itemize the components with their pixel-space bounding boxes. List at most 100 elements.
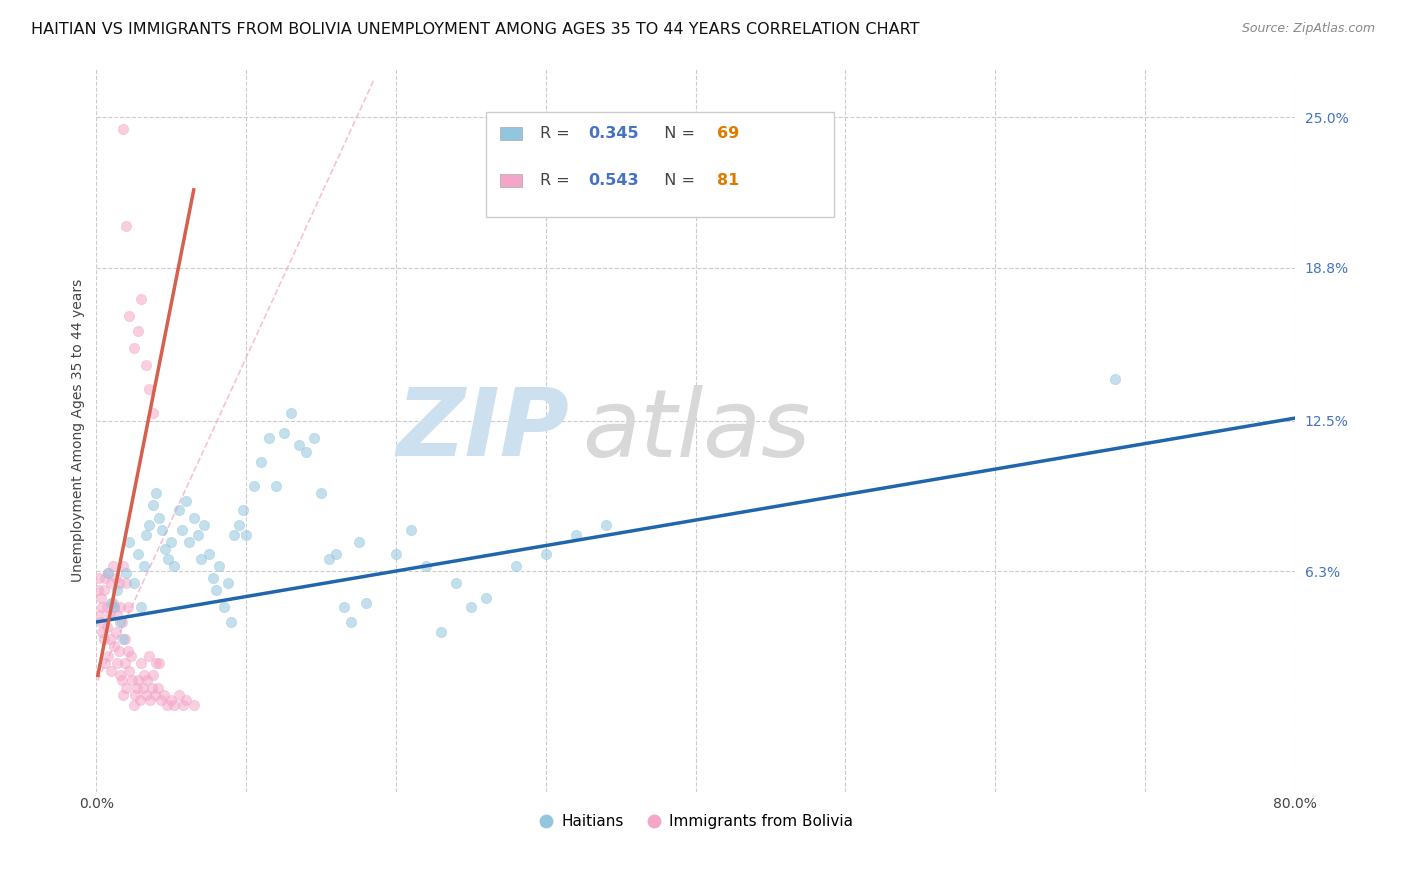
Point — [90, 615, 112, 629]
Point — [187, 527, 209, 541]
Point — [145, 486, 167, 500]
Point — [193, 517, 215, 532]
Point — [205, 583, 228, 598]
Text: 0.345: 0.345 — [588, 126, 638, 141]
Point — [124, 688, 146, 702]
Point — [430, 624, 453, 639]
Point — [318, 552, 340, 566]
Point — [138, 517, 160, 532]
Point — [444, 576, 467, 591]
Point — [1104, 372, 1126, 386]
Text: R =: R = — [540, 173, 575, 188]
Point — [142, 668, 165, 682]
Point — [111, 615, 134, 629]
FancyBboxPatch shape — [501, 174, 522, 187]
Point — [332, 600, 354, 615]
Point — [97, 648, 120, 663]
Point — [115, 576, 138, 591]
Point — [146, 681, 169, 695]
Point — [103, 640, 125, 654]
Point — [340, 615, 363, 629]
Point — [167, 503, 190, 517]
Point — [120, 648, 142, 663]
Point — [96, 600, 118, 615]
Point — [108, 576, 131, 591]
Point — [142, 406, 165, 420]
Point — [89, 607, 111, 622]
Point — [160, 535, 183, 549]
Text: 81: 81 — [717, 173, 740, 188]
Point — [105, 583, 128, 598]
Point — [100, 664, 122, 678]
Point — [143, 688, 166, 702]
Point — [150, 523, 173, 537]
Point — [232, 503, 254, 517]
Point — [128, 692, 150, 706]
FancyBboxPatch shape — [501, 128, 522, 140]
Point — [118, 309, 141, 323]
Point — [93, 632, 115, 646]
Point — [90, 591, 112, 605]
Point — [115, 219, 138, 234]
Point — [134, 559, 156, 574]
Point — [114, 657, 136, 671]
Text: 69: 69 — [717, 126, 740, 141]
Point — [94, 571, 117, 585]
Point — [103, 600, 125, 615]
Point — [108, 644, 131, 658]
Point — [460, 600, 482, 615]
Point — [132, 681, 155, 695]
Point — [89, 571, 111, 585]
Point — [183, 510, 205, 524]
Point — [415, 559, 437, 574]
Point — [121, 673, 143, 688]
FancyBboxPatch shape — [486, 112, 834, 217]
Text: Source: ZipAtlas.com: Source: ZipAtlas.com — [1241, 22, 1375, 36]
Point — [111, 673, 134, 688]
Point — [112, 632, 135, 646]
Point — [103, 600, 125, 615]
Point — [273, 425, 295, 440]
Point — [101, 596, 124, 610]
Point — [264, 479, 287, 493]
Point — [280, 406, 302, 420]
Point — [101, 559, 124, 574]
Point — [302, 430, 325, 444]
Point — [565, 527, 588, 541]
Point — [141, 681, 163, 695]
Text: N =: N = — [654, 126, 700, 141]
Point — [127, 547, 149, 561]
Point — [94, 657, 117, 671]
Point — [129, 657, 152, 671]
Text: HAITIAN VS IMMIGRANTS FROM BOLIVIA UNEMPLOYMENT AMONG AGES 35 TO 44 YEARS CORREL: HAITIAN VS IMMIGRANTS FROM BOLIVIA UNEMP… — [31, 22, 920, 37]
Point — [208, 559, 231, 574]
Point — [295, 445, 318, 459]
Point — [110, 615, 132, 629]
Point — [347, 535, 370, 549]
Point — [134, 668, 156, 682]
Point — [197, 547, 219, 561]
Point — [309, 486, 332, 500]
Point — [98, 607, 121, 622]
Point — [125, 681, 148, 695]
Point — [235, 527, 257, 541]
Point — [385, 547, 408, 561]
Point — [127, 324, 149, 338]
Point — [325, 547, 347, 561]
Point — [122, 341, 145, 355]
Point — [139, 692, 162, 706]
Point — [138, 648, 160, 663]
Point — [174, 692, 197, 706]
Point — [105, 607, 128, 622]
Point — [179, 535, 201, 549]
Point — [136, 673, 159, 688]
Point — [104, 571, 127, 585]
Point — [354, 596, 377, 610]
Point — [157, 552, 180, 566]
Point — [170, 523, 193, 537]
Point — [172, 698, 194, 712]
Point — [118, 664, 141, 678]
Point — [122, 576, 145, 591]
Point — [250, 455, 273, 469]
Point — [174, 493, 197, 508]
